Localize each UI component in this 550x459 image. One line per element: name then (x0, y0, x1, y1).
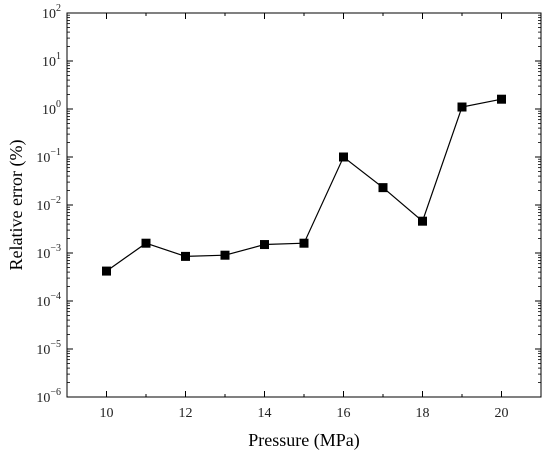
y-tick-label: 10−1 (36, 147, 61, 166)
data-point (260, 240, 269, 250)
y-tick-label: 10−3 (36, 243, 61, 262)
y-tick-label: 100 (42, 99, 61, 118)
x-axis-title: Pressure (MPa) (248, 430, 359, 451)
data-point (418, 216, 427, 226)
x-tick-label: 10 (100, 406, 114, 421)
y-tick-label: 10−5 (36, 339, 61, 358)
data-point (339, 152, 348, 162)
x-tick-label: 18 (416, 406, 430, 421)
y-tick-label: 102 (42, 3, 61, 22)
data-series (102, 94, 506, 276)
data-point (141, 238, 151, 248)
y-tick-label: 10−6 (36, 387, 61, 406)
data-point (497, 94, 506, 104)
x-tick-label: 14 (258, 406, 272, 421)
data-point (220, 250, 230, 260)
x-axis: 10 12 14 16 18 20 (66, 13, 542, 421)
data-point (181, 251, 190, 261)
x-tick-label: 20 (495, 406, 509, 421)
data-point (378, 183, 388, 193)
data-point (102, 266, 111, 276)
y-axis-title: Relative error (%) (6, 140, 27, 271)
y-tick-label: 10−4 (36, 291, 61, 310)
y-axis: 10−6 10−5 10−4 10−3 10−2 10−1 100 101 102 (36, 3, 541, 406)
data-point (299, 238, 309, 248)
x-tick-label: 12 (179, 406, 193, 421)
plot-area (66, 12, 542, 398)
y-tick-label: 10−2 (36, 195, 61, 214)
data-point (457, 102, 467, 112)
x-tick-label: 16 (337, 406, 351, 421)
y-tick-label: 101 (42, 51, 61, 70)
plot-frame (66, 12, 542, 398)
